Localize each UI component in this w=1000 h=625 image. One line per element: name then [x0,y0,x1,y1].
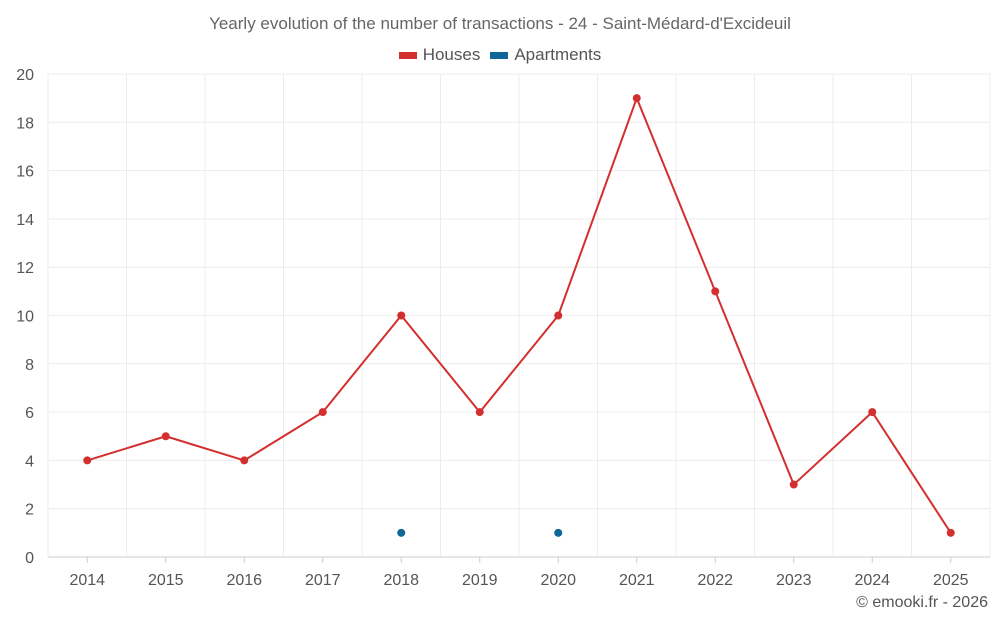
y-tick-label: 18 [16,115,34,132]
x-tick-label: 2022 [697,572,733,589]
legend-swatch-houses [398,51,417,59]
data-point-houses [868,408,877,417]
x-tick-label: 2018 [383,572,419,589]
data-point-houses [240,456,249,465]
x-tick-label: 2015 [148,572,184,589]
x-tick-label: 2014 [69,572,105,589]
series-line-houses [86,97,952,534]
y-tick-label: 8 [25,357,34,374]
watermark: © emooki.fr - 2026 [856,594,988,611]
data-point-houses [161,432,170,441]
data-point-houses [946,528,955,537]
y-tick-label: 12 [16,260,34,277]
y-tick-label: 20 [16,67,34,84]
y-tick-label: 0 [25,550,34,567]
y-tick-label: 16 [16,164,34,181]
data-point-apartments [397,528,406,537]
x-tick-label: 2017 [305,572,341,589]
y-tick-label: 6 [25,405,34,422]
x-tick-label: 2019 [462,572,498,589]
legend-item-houses[interactable]: Houses [398,45,481,65]
x-tick-label: 2016 [226,572,262,589]
y-tick-label: 14 [16,212,34,229]
legend-label-apartments: Apartments [514,45,602,64]
legend-label-houses: Houses [422,45,481,64]
x-tick-label: 2024 [854,572,890,589]
data-point-houses [318,408,327,417]
x-tick-label: 2020 [540,572,576,589]
data-point-houses [475,408,484,417]
data-point-houses [554,311,563,320]
data-point-houses [632,94,641,103]
x-tick-label: 2025 [933,572,969,589]
legend-swatch-apartments [490,51,509,59]
y-tick-label: 4 [25,453,34,470]
y-tick-label: 2 [25,502,34,519]
y-tick-label: 10 [16,309,34,326]
data-point-houses [789,480,798,489]
data-point-houses [83,456,92,465]
x-tick-label: 2023 [776,572,812,589]
data-point-houses [397,311,406,320]
data-point-houses [711,287,720,296]
x-tick-label: 2021 [619,572,655,589]
chart-title: Yearly evolution of the number of transa… [209,14,791,33]
data-point-apartments [554,528,563,537]
legend: Houses Apartments [0,45,1000,65]
legend-item-apartments[interactable]: Apartments [490,45,601,65]
